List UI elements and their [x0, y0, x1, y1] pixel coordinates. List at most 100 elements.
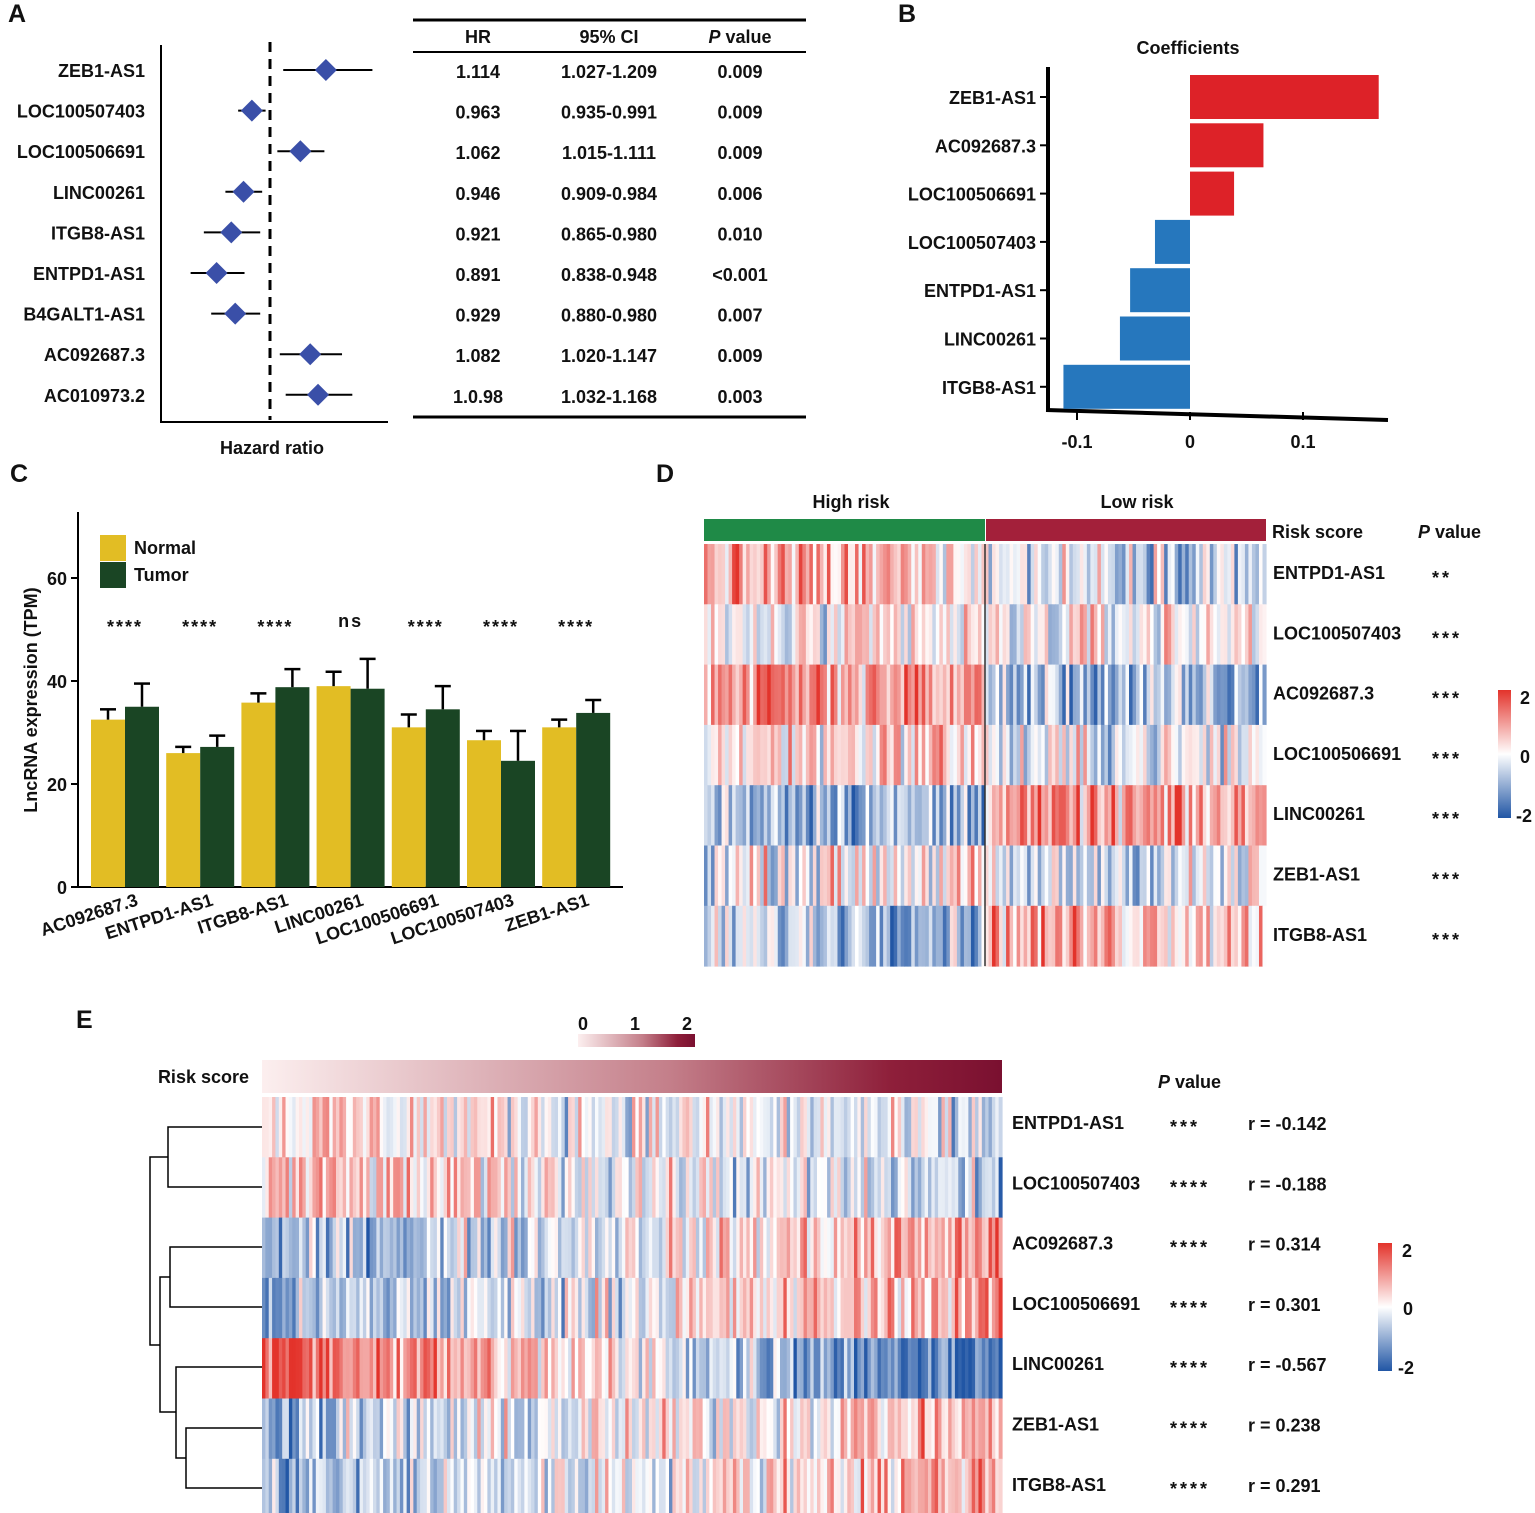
heat-cell [925, 604, 930, 666]
heat-cell [1076, 845, 1081, 907]
heat-cell [484, 1277, 488, 1339]
heat-cell [349, 1097, 354, 1158]
heat-cell [928, 1097, 932, 1158]
heat-cell [800, 1097, 805, 1158]
heat-cell [1174, 905, 1179, 967]
heat-cell [911, 1097, 916, 1158]
heat-cell [1055, 544, 1060, 605]
heat-cell [991, 1157, 996, 1219]
heat-cell [928, 905, 933, 967]
heat-cell [944, 1217, 949, 1279]
heat-cell [711, 785, 716, 846]
heat-cell [1188, 664, 1193, 726]
heat-cell [763, 785, 768, 846]
heat-cell [605, 1338, 610, 1399]
heat-cell [692, 1458, 697, 1513]
heat-cell [265, 1277, 270, 1339]
heat-cell [1069, 544, 1074, 605]
heat-cell [887, 1277, 892, 1339]
heat-cell [1230, 604, 1235, 666]
heat-cell [944, 1398, 949, 1460]
heat-cell [820, 1338, 825, 1399]
coef-category-label: ITGB8-AS1 [942, 378, 1036, 398]
heat-cell [967, 724, 972, 786]
heat-cell [904, 1277, 909, 1339]
heat-cell [1006, 664, 1011, 726]
heat-cell [781, 724, 786, 786]
heat-cell [858, 845, 863, 907]
heat-cell [1114, 604, 1120, 666]
e-row-label: LOC100506691 [1012, 1294, 1140, 1314]
heat-cell [554, 1458, 559, 1513]
heat-cell [766, 1458, 771, 1513]
heat-cell [870, 1458, 875, 1513]
heat-cell [830, 1097, 835, 1158]
heat-cell [463, 1398, 468, 1460]
heat-cell [921, 544, 926, 605]
heat-cell [988, 1398, 993, 1460]
heat-cell [721, 544, 726, 605]
heat-cell [288, 1157, 293, 1219]
heat-cell [749, 1338, 754, 1399]
heat-cell [911, 664, 916, 726]
heat-cell [601, 1338, 606, 1399]
heat-cell [490, 1338, 495, 1399]
heat-cell [729, 1458, 734, 1513]
heat-cell [934, 1097, 939, 1158]
heat-cell [292, 1277, 297, 1339]
heat-cell [571, 1097, 576, 1158]
heat-cell [921, 664, 926, 726]
heat-cell [901, 1097, 906, 1158]
heat-cell [423, 1458, 428, 1513]
heat-cell [1234, 724, 1239, 786]
heat-cell [578, 1338, 583, 1399]
heat-cell [1111, 544, 1116, 605]
heat-cell [534, 1097, 539, 1158]
heat-cell [517, 1157, 522, 1219]
heat-cell [669, 1277, 673, 1339]
heat-cell [477, 1157, 482, 1219]
heat-cell [781, 664, 786, 726]
heat-cell [302, 1217, 307, 1279]
heat-cell [719, 1157, 724, 1219]
heat-cell [1248, 785, 1253, 846]
heat-cell [880, 1398, 885, 1460]
heat-cell [830, 1398, 835, 1460]
heat-cell [1223, 604, 1228, 666]
heat-cell [1020, 785, 1025, 846]
heat-cell [322, 1338, 327, 1399]
heat-cell [285, 1277, 290, 1339]
heat-cell [830, 1277, 835, 1339]
heat-cell [295, 1458, 300, 1513]
heat-cell [867, 1157, 872, 1219]
heat-cell [953, 785, 958, 846]
heat-cell [554, 1277, 559, 1339]
heat-cell [399, 1338, 404, 1399]
heat-cell [716, 1157, 721, 1219]
heat-cell [851, 664, 856, 726]
heat-cell [430, 1398, 435, 1460]
heat-cell [262, 1338, 266, 1399]
heat-cell [788, 664, 793, 726]
heat-cell [588, 1458, 593, 1513]
heat-cell [440, 1398, 445, 1460]
heat-cell [960, 664, 965, 726]
heat-cell [608, 1458, 613, 1513]
e-p-value: **** [1170, 1419, 1210, 1439]
heat-cell [819, 905, 825, 967]
heat-cell [753, 664, 758, 726]
heat-cell [893, 604, 898, 666]
heat-cell [914, 1277, 919, 1339]
heat-cell [1016, 664, 1021, 726]
heat-cell [1237, 604, 1243, 666]
heat-cell [467, 1097, 472, 1158]
heat-cell [848, 785, 853, 846]
heat-cell [954, 1277, 959, 1339]
heat-cell [480, 1458, 485, 1513]
heat-cell [1213, 664, 1218, 726]
heat-cell [918, 724, 923, 786]
heat-cell [669, 1217, 673, 1279]
heat-cell [531, 1398, 536, 1460]
heat-cell [416, 1277, 421, 1339]
heat-cell [373, 1458, 377, 1513]
